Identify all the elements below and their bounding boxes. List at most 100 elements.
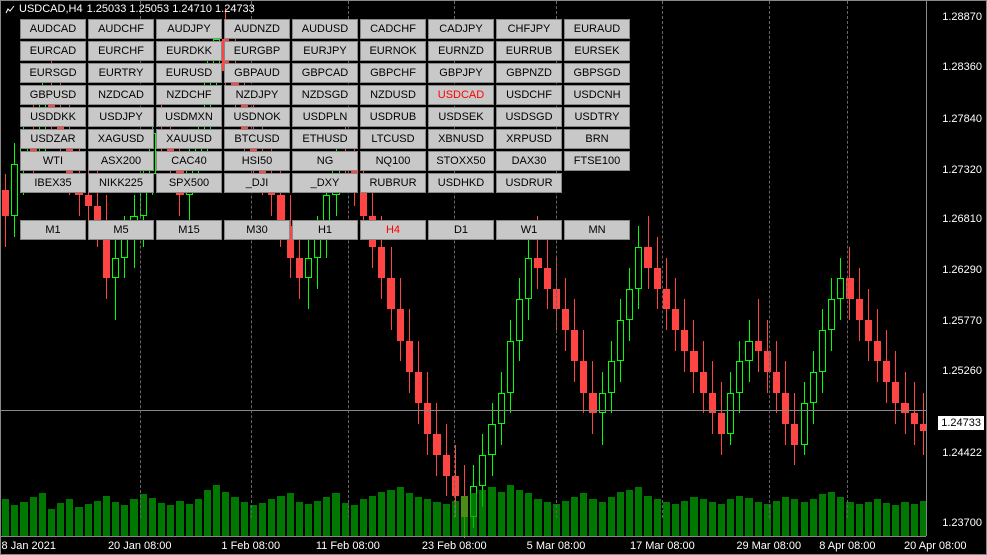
symbol-button-xauusd[interactable]: XAUUSD bbox=[156, 129, 222, 149]
symbol-button-wti[interactable]: WTI bbox=[20, 151, 86, 171]
timeframe-button-h1[interactable]: H1 bbox=[292, 220, 358, 240]
symbol-button-usdjpy[interactable]: USDJPY bbox=[88, 107, 154, 127]
symbol-button-audnzd[interactable]: AUDNZD bbox=[224, 19, 290, 39]
symbol-button-gbpsgd[interactable]: GBPSGD bbox=[564, 63, 630, 83]
symbol-button-usdchf[interactable]: USDCHF bbox=[496, 85, 562, 105]
volume-bar bbox=[617, 492, 624, 536]
symbol-button-hsi50[interactable]: HSI50 bbox=[224, 151, 290, 171]
timeframe-button-m5[interactable]: M5 bbox=[88, 220, 154, 240]
symbol-button-eursek[interactable]: EURSEK bbox=[564, 41, 630, 61]
x-tick: 8 Apr 08:00 bbox=[819, 540, 875, 552]
symbol-button-usdpln[interactable]: USDPLN bbox=[292, 107, 358, 127]
symbol-button-nzdcad[interactable]: NZDCAD bbox=[88, 85, 154, 105]
symbol-button-gbpnzd[interactable]: GBPNZD bbox=[496, 63, 562, 83]
symbol-button-ftse100[interactable]: FTSE100 bbox=[564, 151, 630, 171]
symbol-button-nzdsgd[interactable]: NZDSGD bbox=[292, 85, 358, 105]
symbol-button-gbpusd[interactable]: GBPUSD bbox=[20, 85, 86, 105]
symbol-button-eurdkk[interactable]: EURDKK bbox=[156, 41, 222, 61]
symbol-button-usdsgd[interactable]: USDSGD bbox=[496, 107, 562, 127]
symbol-button-nzdchf[interactable]: NZDCHF bbox=[156, 85, 222, 105]
symbol-button-usdtry[interactable]: USDTRY bbox=[564, 107, 630, 127]
symbol-button-audusd[interactable]: AUDUSD bbox=[292, 19, 358, 39]
volume-bar bbox=[709, 502, 716, 536]
symbol-button-xbnusd[interactable]: XBNUSD bbox=[428, 129, 494, 149]
volume-bar bbox=[516, 490, 523, 536]
symbol-button-eurusd[interactable]: EURUSD bbox=[156, 63, 222, 83]
symbol-button-ibex35[interactable]: IBEX35 bbox=[20, 173, 86, 193]
volume-bar bbox=[443, 504, 450, 536]
volume-bar bbox=[130, 499, 137, 536]
symbol-button-ethusd[interactable]: ETHUSD bbox=[292, 129, 358, 149]
symbol-button-usdcnh[interactable]: USDCNH bbox=[564, 85, 630, 105]
symbol-button-cadchf[interactable]: CADCHF bbox=[360, 19, 426, 39]
volume-bar bbox=[20, 502, 27, 536]
symbol-button-eurcad[interactable]: EURCAD bbox=[20, 41, 86, 61]
symbol-button-nikk225[interactable]: NIKK225 bbox=[88, 173, 154, 193]
symbol-button-nzdjpy[interactable]: NZDJPY bbox=[224, 85, 290, 105]
volume-bar bbox=[773, 501, 780, 536]
symbol-button-ltcusd[interactable]: LTCUSD bbox=[360, 129, 426, 149]
symbol-button-dax30[interactable]: DAX30 bbox=[496, 151, 562, 171]
candle-body bbox=[736, 361, 743, 392]
symbol-button-eurtry[interactable]: EURTRY bbox=[88, 63, 154, 83]
symbol-button-brn[interactable]: BRN bbox=[564, 129, 630, 149]
symbol-button-audchf[interactable]: AUDCHF bbox=[88, 19, 154, 39]
symbol-button-eurrub[interactable]: EURRUB bbox=[496, 41, 562, 61]
y-axis: 1.288701.283601.278401.273201.268101.262… bbox=[926, 1, 986, 536]
symbol-button-stoxx50[interactable]: STOXX50 bbox=[428, 151, 494, 171]
symbol-button-ng[interactable]: NG bbox=[292, 151, 358, 171]
volume-bar bbox=[599, 502, 606, 536]
symbol-button-usddkk[interactable]: USDDKK bbox=[20, 107, 86, 127]
symbol-button-usdzar[interactable]: USDZAR bbox=[20, 129, 86, 149]
symbol-button-btcusd[interactable]: BTCUSD bbox=[224, 129, 290, 149]
symbol-button-chfjpy[interactable]: CHFJPY bbox=[496, 19, 562, 39]
symbol-button-gbpaud[interactable]: GBPAUD bbox=[224, 63, 290, 83]
timeframe-button-h4[interactable]: H4 bbox=[360, 220, 426, 240]
symbol-button-eurgbp[interactable]: EURGBP bbox=[224, 41, 290, 61]
symbol-button-gbpchf[interactable]: GBPCHF bbox=[360, 63, 426, 83]
symbol-button-nzdusd[interactable]: NZDUSD bbox=[360, 85, 426, 105]
volume-bar bbox=[901, 502, 908, 536]
symbol-button-eursgd[interactable]: EURSGD bbox=[20, 63, 86, 83]
symbol-button-cadjpy[interactable]: CADJPY bbox=[428, 19, 494, 39]
volume-bar bbox=[856, 504, 863, 536]
y-tick: 1.24422 bbox=[942, 447, 982, 459]
symbol-button-gbpjpy[interactable]: GBPJPY bbox=[428, 63, 494, 83]
symbol-button-xrpusd[interactable]: XRPUSD bbox=[496, 129, 562, 149]
volume-bar bbox=[268, 499, 275, 536]
symbol-button-rubrur[interactable]: RUBRUR bbox=[360, 173, 426, 193]
symbol-button-usdcad[interactable]: USDCAD bbox=[428, 85, 494, 105]
volume-bar bbox=[718, 504, 725, 536]
symbol-button-nq100[interactable]: NQ100 bbox=[360, 151, 426, 171]
volume-bar bbox=[672, 504, 679, 536]
symbol-button-eurjpy[interactable]: EURJPY bbox=[292, 41, 358, 61]
symbol-button-spx500[interactable]: SPX500 bbox=[156, 173, 222, 193]
symbol-button-usdmxn[interactable]: USDMXN bbox=[156, 107, 222, 127]
x-tick: 11 Feb 08:00 bbox=[316, 540, 380, 552]
symbol-button-eurnok[interactable]: EURNOK bbox=[360, 41, 426, 61]
symbol-button-euraud[interactable]: EURAUD bbox=[564, 19, 630, 39]
symbol-button-usdrub[interactable]: USDRUB bbox=[360, 107, 426, 127]
symbol-button-xagusd[interactable]: XAGUSD bbox=[88, 129, 154, 149]
symbol-button-_dji[interactable]: _DJI bbox=[224, 173, 290, 193]
symbol-button-eurnzd[interactable]: EURNZD bbox=[428, 41, 494, 61]
candle-body bbox=[305, 258, 312, 279]
symbol-button-usdrur[interactable]: USDRUR bbox=[496, 173, 562, 193]
symbol-button-_dxy[interactable]: _DXY bbox=[292, 173, 358, 193]
timeframe-button-w1[interactable]: W1 bbox=[496, 220, 562, 240]
symbol-button-cac40[interactable]: CAC40 bbox=[156, 151, 222, 171]
symbol-button-asx200[interactable]: ASX200 bbox=[88, 151, 154, 171]
symbol-button-audcad[interactable]: AUDCAD bbox=[20, 19, 86, 39]
timeframe-button-m1[interactable]: M1 bbox=[20, 220, 86, 240]
timeframe-button-m30[interactable]: M30 bbox=[224, 220, 290, 240]
timeframe-button-mn[interactable]: MN bbox=[564, 220, 630, 240]
symbol-button-usdhkd[interactable]: USDHKD bbox=[428, 173, 494, 193]
symbol-button-audjpy[interactable]: AUDJPY bbox=[156, 19, 222, 39]
symbol-button-usdnok[interactable]: USDNOK bbox=[224, 107, 290, 127]
volume-bar bbox=[296, 502, 303, 536]
symbol-button-usdsek[interactable]: USDSEK bbox=[428, 107, 494, 127]
timeframe-button-d1[interactable]: D1 bbox=[428, 220, 494, 240]
timeframe-button-m15[interactable]: M15 bbox=[156, 220, 222, 240]
symbol-button-gbpcad[interactable]: GBPCAD bbox=[292, 63, 358, 83]
symbol-button-eurchf[interactable]: EURCHF bbox=[88, 41, 154, 61]
